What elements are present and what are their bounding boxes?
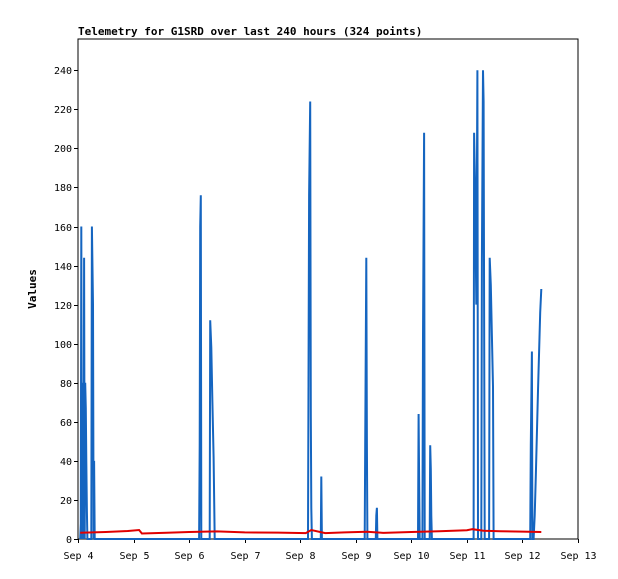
x-tick-label: Sep 12 [504, 551, 540, 562]
x-tick-label: Sep 6 [174, 551, 204, 562]
y-tick-label: 100 [54, 340, 72, 351]
y-tick-label: 60 [60, 418, 72, 429]
x-tick-label: Sep 4 [63, 551, 93, 562]
x-tick-label: Sep 8 [285, 551, 315, 562]
y-tick-label: 80 [60, 379, 72, 390]
y-tick-label: 20 [60, 496, 72, 507]
y-tick-label: 140 [54, 262, 72, 273]
x-tick-label: Sep 10 [393, 551, 429, 562]
x-tick-label: Sep 5 [119, 551, 149, 562]
x-tick-label: Sep 7 [230, 551, 260, 562]
y-tick-label: 220 [54, 105, 72, 116]
y-tick-label: 180 [54, 183, 72, 194]
y-axis: 0 20 40 60 80 100 120 140 160 180 200 220 240 [54, 66, 78, 546]
x-tick-label: Sep 11 [449, 551, 485, 562]
y-tick-label: 40 [60, 457, 72, 468]
x-axis: Sep 4 Sep 5 Sep 6 Sep 7 Sep 8 Sep 9 Sep 10 Sep … [63, 539, 597, 562]
x-tick-label: Sep 9 [341, 551, 371, 562]
chart-title: Telemetry for G1SRD over last 240 hours … [78, 25, 422, 38]
series-line-1 [79, 70, 543, 540]
series-line-2 [80, 528, 542, 535]
y-tick-label: 0 [66, 535, 72, 546]
x-tick-label: Sep 13 [560, 551, 596, 562]
plot-area [77, 38, 579, 540]
series-layer [79, 70, 543, 540]
y-tick-label: 120 [54, 301, 72, 312]
y-axis-label: Values [26, 269, 39, 309]
y-tick-label: 240 [54, 66, 72, 77]
y-tick-label: 160 [54, 223, 72, 234]
y-tick-label: 200 [54, 144, 72, 155]
